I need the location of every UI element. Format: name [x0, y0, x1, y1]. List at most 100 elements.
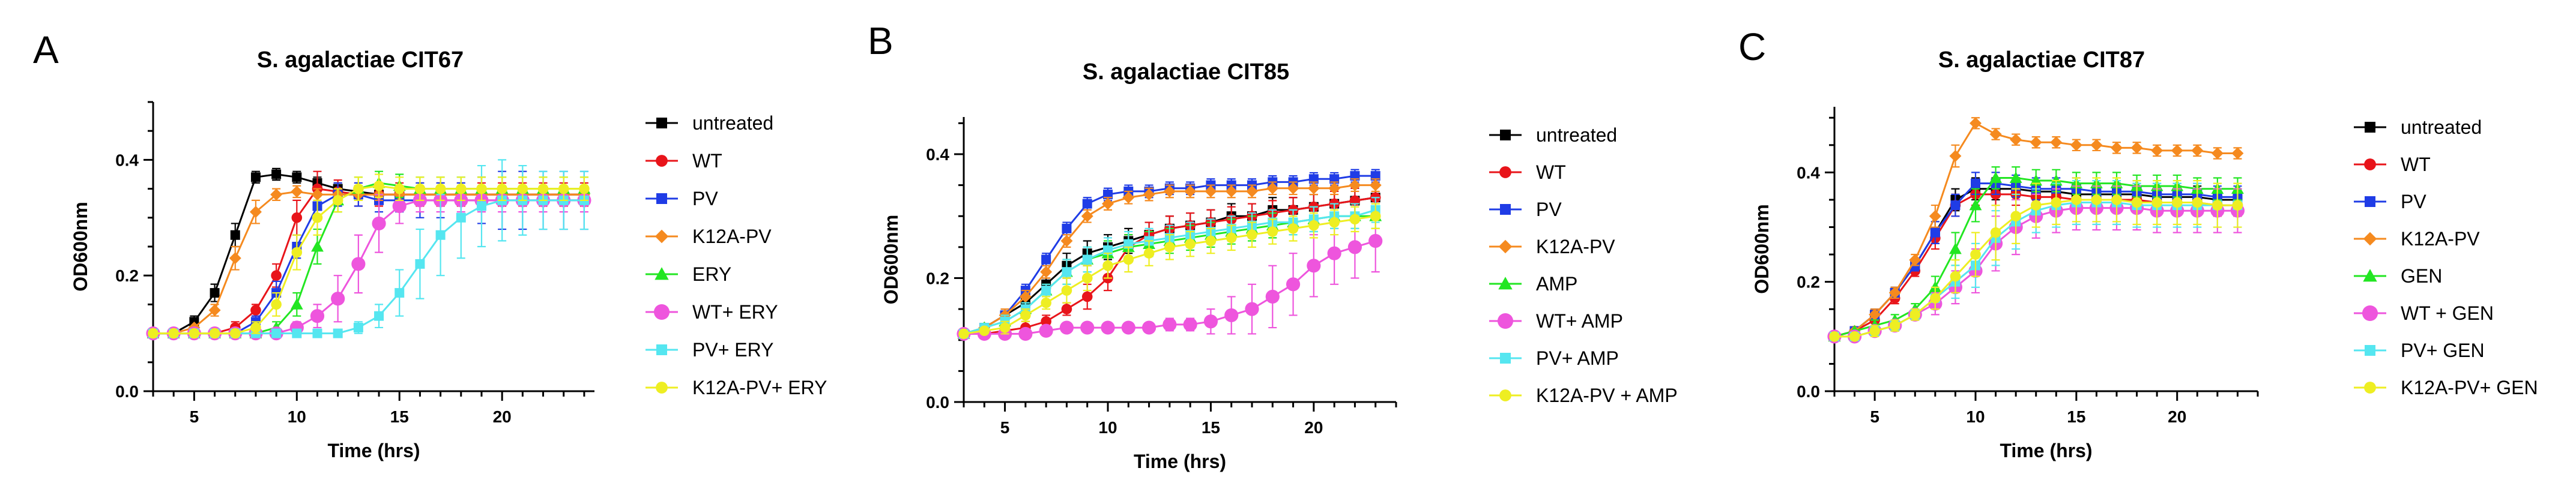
legend-item: WT+ ERY	[646, 301, 778, 323]
series-wt-amp	[957, 209, 1383, 341]
data-point	[435, 230, 446, 240]
legend-label: PV	[2401, 191, 2426, 212]
data-point	[1061, 304, 1072, 314]
data-point	[1041, 297, 1051, 308]
legend-label: K12A-PV	[692, 226, 772, 247]
panel-label: C	[1738, 25, 1766, 68]
legend-label: PV	[1536, 199, 1562, 220]
data-point	[2050, 136, 2063, 149]
legend-marker	[1500, 353, 1511, 364]
legend-marker	[656, 193, 667, 204]
legend-item: WT	[1489, 161, 1566, 183]
legend-label: WT+ ERY	[692, 301, 778, 323]
data-point	[2212, 200, 2223, 211]
legend-item: WT	[646, 150, 722, 172]
data-point	[1060, 235, 1073, 247]
x-axis-label: Time (hrs)	[327, 440, 420, 461]
data-point	[2131, 197, 2142, 208]
data-point	[1101, 320, 1115, 335]
data-point	[1869, 325, 1880, 337]
data-point	[1040, 266, 1053, 278]
legend-item: PV+ ERY	[646, 339, 773, 361]
data-point	[537, 183, 549, 194]
data-point	[1350, 171, 1360, 181]
data-point	[2111, 194, 2122, 205]
data-point	[958, 328, 969, 340]
data-point	[1327, 246, 1341, 260]
legend-label: K12A-PV + AMP	[1536, 385, 1678, 406]
data-point	[189, 328, 200, 339]
data-point	[333, 328, 343, 338]
legend-marker	[2365, 196, 2375, 207]
x-tick-label: 10	[288, 407, 306, 426]
legend-marker	[1498, 277, 1513, 290]
legend-label: untreated	[2401, 116, 2482, 138]
data-point	[2111, 142, 2123, 154]
y-axis-label: OD600nm	[880, 215, 902, 304]
x-tick-label: 15	[2067, 407, 2085, 426]
series-k12a-pv-ery	[148, 173, 590, 339]
data-point	[1102, 197, 1114, 210]
data-point	[1080, 320, 1095, 335]
data-point	[392, 199, 407, 214]
data-point	[1121, 320, 1135, 335]
data-point	[1267, 226, 1278, 237]
data-point	[1018, 326, 1033, 341]
legend-label: WT+ AMP	[1536, 310, 1623, 332]
panel-label: B	[868, 19, 893, 62]
data-point	[2191, 144, 2204, 157]
data-point	[229, 252, 241, 265]
data-point	[351, 257, 366, 271]
data-point	[2090, 139, 2103, 151]
y-axis-label: OD600nm	[70, 202, 91, 291]
data-point	[497, 183, 507, 194]
legend-item: GEN	[2354, 265, 2442, 287]
legend-label: ERY	[692, 263, 731, 285]
legend-marker	[656, 382, 668, 394]
legend-item: AMP	[1489, 273, 1577, 295]
y-tick-label: 0.4	[926, 145, 949, 164]
legend-item: untreated	[2354, 116, 2482, 138]
data-point	[1329, 174, 1340, 184]
legend-item: K12A-PV + AMP	[1489, 385, 1678, 406]
legend-marker	[1497, 313, 1514, 329]
data-point	[148, 328, 159, 339]
data-point	[1041, 286, 1051, 296]
data-point	[1287, 223, 1299, 234]
panel-c: C S. agalactiae CIT87 5 10 15 20 0.0 0.2 0.4 Time…	[1738, 25, 2538, 461]
legend-marker	[656, 155, 668, 167]
legend-marker	[2365, 122, 2375, 133]
data-point	[1103, 190, 1113, 200]
data-point	[1082, 254, 1092, 265]
data-point	[209, 328, 220, 339]
data-point	[311, 188, 324, 201]
legend-item: PV+ GEN	[2354, 340, 2485, 361]
x-tick-label: 10	[1966, 407, 1985, 426]
data-point	[310, 309, 325, 323]
data-point	[250, 322, 261, 333]
legend-item: K12A-PV+ GEN	[2354, 377, 2538, 398]
data-point	[1349, 179, 1361, 191]
data-point	[414, 183, 426, 194]
data-point	[2130, 142, 2143, 154]
series-line	[153, 185, 584, 335]
data-point	[2151, 144, 2163, 157]
data-point	[1347, 240, 1362, 254]
data-point	[2171, 197, 2183, 208]
data-point	[1370, 171, 1380, 181]
data-point	[1143, 248, 1155, 259]
legend-label: PV	[692, 188, 718, 209]
data-point	[2151, 197, 2162, 208]
data-point	[1061, 285, 1072, 296]
legend-marker	[655, 267, 669, 280]
data-point	[579, 183, 590, 194]
legend-marker	[656, 118, 667, 128]
data-point	[1989, 172, 2002, 183]
data-point	[250, 172, 261, 182]
y-axis-label: OD600nm	[1751, 204, 1773, 293]
data-point	[1950, 200, 1961, 211]
data-point	[1141, 320, 1156, 335]
data-point	[1226, 232, 1237, 244]
data-point	[2091, 194, 2102, 205]
legend-marker	[655, 229, 669, 244]
